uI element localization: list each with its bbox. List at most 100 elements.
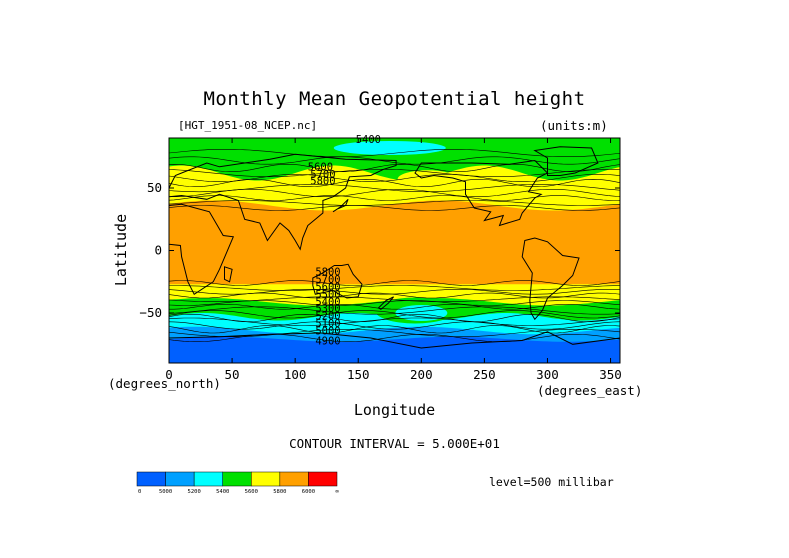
contour-band: [169, 240, 620, 243]
southern-blue-band: [169, 336, 620, 363]
contour-band: [169, 258, 620, 260]
contour-label: 5400: [315, 297, 340, 309]
contour-line: [169, 285, 620, 291]
north-america-coastline: [414, 159, 549, 227]
contour-line: [169, 195, 620, 201]
level-label: level=500 millibar: [489, 475, 614, 489]
contour-band: [169, 243, 620, 245]
contour-band: [169, 215, 620, 218]
contour-band: [169, 244, 620, 247]
contour-band: [169, 268, 620, 270]
colorbar-segment: [279, 471, 309, 487]
colorbar-segment: [193, 471, 223, 487]
contour-band: [169, 225, 620, 228]
africa-coastline: [169, 203, 235, 296]
contour-band: [169, 283, 620, 285]
contour-band: [169, 230, 620, 233]
contour-line: [169, 174, 620, 182]
contour-band: [169, 281, 620, 284]
y-tick-label: −50: [139, 305, 162, 320]
colorbar-segment: [165, 471, 195, 487]
contour-label: 5500: [315, 289, 340, 301]
contour-band: [169, 279, 620, 282]
contour-band: [169, 211, 620, 214]
contour-band: [169, 255, 620, 258]
coastlines: [169, 146, 620, 363]
contour-band: [169, 260, 620, 263]
contour-band: [169, 221, 620, 224]
contour-band: [169, 256, 620, 259]
contour-band: [169, 213, 620, 215]
x-tick-label: 0: [165, 367, 173, 382]
japan-coastline: [332, 198, 349, 213]
x-tick-label: 150: [347, 367, 370, 382]
contour-band: [169, 233, 620, 235]
colorbar-tick-label: 5800: [273, 489, 286, 495]
madagascar-coastline: [224, 266, 233, 283]
contour-band: [169, 223, 620, 225]
contour-labels: 5400560057005800580057005600550054005300…: [308, 134, 381, 347]
contour-line: [169, 325, 620, 334]
colorbar-tick-label: ∞: [335, 489, 339, 495]
contour-band: [169, 278, 620, 280]
contour-band: [169, 239, 620, 242]
contour-band: [169, 274, 620, 277]
contour-line: [169, 200, 620, 206]
contour-band: [169, 264, 620, 267]
contour-band: [169, 209, 620, 212]
contour-band: [169, 229, 620, 232]
contour-band: [169, 261, 620, 264]
contour-band: [169, 208, 620, 210]
contour-band: [169, 259, 620, 262]
x-tick-label: 50: [225, 367, 240, 382]
contour-band: [169, 249, 620, 252]
contour-line: [169, 280, 620, 286]
contour-band: [169, 265, 620, 268]
contour-band: [169, 269, 620, 272]
colorbar-segment: [308, 471, 338, 487]
antarctica-coastline: [169, 331, 620, 363]
contour-label: 5400: [356, 134, 381, 146]
colorbar-tick-label: 5600: [245, 489, 258, 495]
contour-band: [169, 219, 620, 222]
contour-line: [169, 205, 620, 211]
new-zealand-coastline: [377, 296, 394, 310]
contour-band: [169, 204, 620, 207]
contour-band: [169, 266, 620, 269]
colorbar-segment: [136, 471, 166, 487]
contour-band: [169, 263, 620, 265]
contour-label: 5800: [310, 175, 335, 187]
contour-line: [169, 300, 620, 306]
contour-band: [169, 236, 620, 239]
colorbar: 0 5000 5200 5400 5600 5800 6000 ∞: [136, 471, 339, 495]
south-america-coastline: [521, 237, 580, 321]
colorbar-tick-label: 5000: [159, 489, 172, 495]
colorbar-segment: [251, 471, 281, 487]
northern-green-band: [169, 138, 620, 181]
x-tick-label: 100: [284, 367, 307, 382]
contour-band: [169, 241, 620, 244]
y-tick-label: 0: [154, 243, 162, 258]
contour-band: [169, 231, 620, 234]
contour-band: [169, 224, 620, 227]
contour-interval-label: CONTOUR INTERVAL = 5.000E+01: [289, 436, 500, 451]
units-label: (units:m): [540, 118, 608, 133]
contour-band: [169, 226, 620, 229]
contour-line: [169, 178, 620, 187]
contour-label: 5600: [315, 282, 340, 294]
colorbar-tick-label: 5400: [216, 489, 229, 495]
colorbar-segment: [222, 471, 252, 487]
x-tick-label: 350: [599, 367, 622, 382]
contour-line: [169, 334, 620, 342]
contour-line: [169, 189, 620, 197]
contour-label: 5100: [315, 318, 340, 330]
contour-band: [169, 238, 620, 240]
greenland-coastline: [533, 146, 599, 176]
x-axis-title: Longitude: [353, 401, 436, 419]
contour-band: [169, 205, 620, 208]
contour-band: [169, 246, 620, 249]
x-tick-label: 200: [410, 367, 433, 382]
contour-line: [169, 304, 620, 310]
contour-line: [169, 317, 620, 326]
